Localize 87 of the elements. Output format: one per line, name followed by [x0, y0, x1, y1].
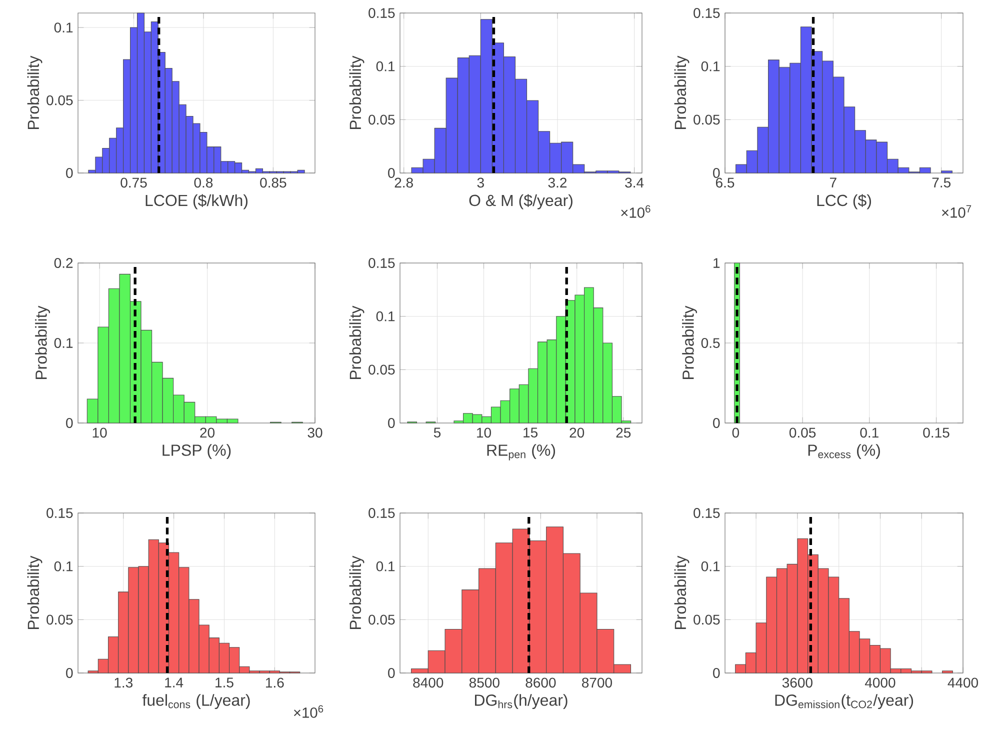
y-tick-label: 0.05 [694, 114, 720, 125]
x-axis-title: O & M ($/year) [469, 194, 572, 210]
y-tick-label: 0.1 [54, 561, 73, 572]
x-tick-label: 0.85 [260, 178, 286, 188]
y-tick-label: 0.1 [376, 61, 395, 72]
x-tick-label: 3600 [782, 678, 812, 688]
text: ×10$^{6}$ [294, 705, 324, 718]
text: ×10$^{7}$ [942, 205, 972, 218]
x-tick-label: 0 [732, 428, 740, 438]
x-tick-label: 8600 [526, 678, 556, 688]
x-tick-label: 0.1 [860, 428, 878, 438]
y-tick-label: 0.1 [376, 561, 395, 572]
y-tick-label: 0 [66, 418, 73, 428]
y-axis-title: Probability [349, 556, 364, 630]
y-tick-label: 0 [66, 668, 73, 678]
x-tick-label: 6.5 [716, 178, 734, 188]
y-axis-title: Probability [674, 56, 690, 130]
x-tick-label: 4000 [864, 678, 896, 688]
x-tick-label: 8400 [413, 678, 444, 688]
x-tick-label: 25 [616, 428, 631, 438]
x-tick-label: 3 [477, 178, 484, 188]
x-tick-label: 1.4 [165, 678, 184, 688]
y-tick-label: 1 [714, 258, 720, 268]
y-tick-label: 0 [713, 418, 720, 428]
x-tick-label: 1.3 [114, 678, 132, 688]
y-tick-label: 0.05 [368, 114, 395, 125]
y-tick-label: 0.15 [368, 508, 395, 518]
y-axis-title: Probability [682, 306, 698, 380]
y-tick-label: 0.05 [694, 614, 720, 625]
y-axis-title: Probability [349, 306, 364, 380]
y-tick-label: 0.1 [54, 22, 73, 33]
y-tick-label: 0.05 [368, 614, 395, 625]
x-axis-title: P$_{excess}$ (%) [808, 444, 880, 460]
x-tick-label: 5 [434, 428, 441, 438]
y-tick-label: 0.15 [368, 258, 395, 268]
x-tick-label: 0.15 [923, 428, 950, 438]
x-axis-title: RE$_{pen}$ (%) [487, 444, 556, 460]
x-tick-label: 7 [830, 178, 836, 188]
text: ×10$^{6}$ [621, 205, 650, 218]
y-tick-label: 0.05 [368, 364, 395, 375]
x-tick-label: 10 [92, 428, 107, 438]
x-axis-title: DG$_{emission}$(t$_{CO2}$/year) [775, 694, 914, 710]
y-tick-label: 0.1 [376, 311, 395, 322]
x-axis-title: LCOE ($/kWh) [146, 194, 248, 210]
x-tick-label: 2.8 [394, 178, 413, 188]
x-tick-label: 1.5 [216, 678, 234, 688]
y-tick-label: 0.05 [46, 95, 73, 106]
y-tick-label: 0 [66, 168, 73, 178]
y-tick-label: 0 [388, 668, 395, 678]
x-tick-label: 1.6 [266, 678, 284, 688]
y-tick-label: 0.1 [54, 338, 73, 348]
x-axis-title: fuel$_{cons}$ (L/year) [142, 694, 250, 710]
y-tick-label: 0 [713, 668, 720, 678]
x-tick-label: 3.4 [625, 178, 644, 188]
x-tick-label: 30 [308, 428, 322, 438]
x-axis-title: LPSP (%) [162, 444, 231, 460]
x-tick-label: 0.8 [194, 178, 213, 188]
x-axis-title: DG$_{hrs}$(h/year) [475, 694, 568, 710]
y-axis-title: Probability [35, 306, 50, 380]
y-tick-label: 0 [713, 168, 720, 178]
y-axis-title: Probability [27, 556, 42, 630]
y-tick-label: 0.15 [46, 508, 73, 518]
x-tick-label: 0.75 [120, 178, 147, 188]
y-tick-label: 0 [388, 168, 395, 178]
x-tick-label: 20 [570, 428, 584, 438]
x-tick-label: 3.2 [548, 178, 567, 188]
y-axis-title: Probability [349, 56, 364, 130]
y-tick-label: 0.5 [701, 338, 720, 348]
y-axis-title: Probability [27, 56, 42, 130]
x-tick-label: 7.5 [932, 178, 951, 188]
x-tick-label: 0.05 [789, 428, 816, 438]
y-tick-label: 0.15 [368, 8, 395, 18]
y-tick-label: 0 [388, 418, 395, 428]
x-tick-label: 8700 [582, 678, 612, 688]
y-tick-label: 0.1 [701, 61, 720, 72]
x-tick-label: 20 [200, 428, 215, 438]
y-tick-label: 0.15 [694, 508, 720, 518]
x-tick-label: 4400 [948, 678, 978, 688]
y-tick-label: 0.05 [46, 614, 73, 625]
x-tick-label: 10 [477, 428, 492, 438]
y-axis-title: Probability [674, 556, 690, 630]
x-tick-label: 8500 [469, 678, 500, 688]
x-axis-title: LCC ($) [817, 194, 871, 210]
y-tick-label: 0.15 [694, 8, 720, 18]
y-tick-label: 0.1 [701, 561, 720, 572]
y-tick-label: 0.2 [54, 258, 73, 268]
x-tick-label: 15 [524, 428, 538, 438]
